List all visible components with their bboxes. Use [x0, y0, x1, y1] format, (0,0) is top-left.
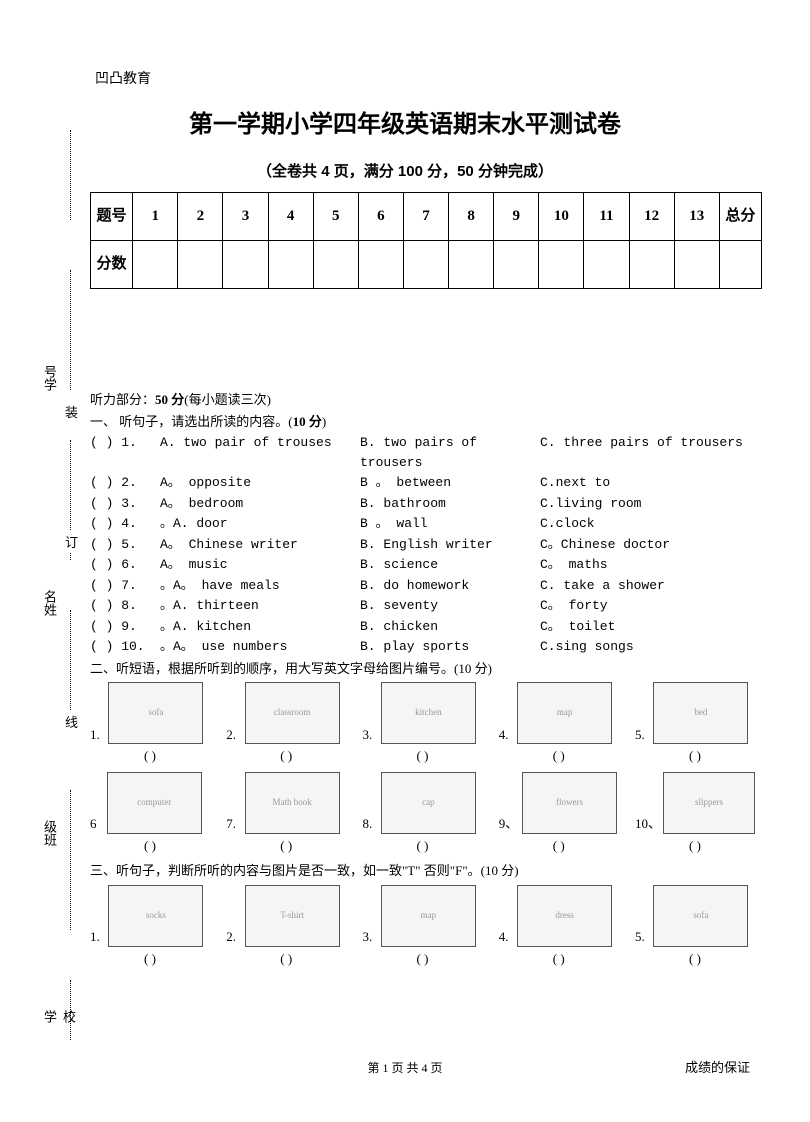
image-item: 2.T-shirt [226, 885, 346, 947]
margin-label-school: 校学 [40, 1010, 78, 1030]
margin-char-xian: 线 [65, 710, 78, 733]
section3-images-row: 1.socks 2.T-shirt 3.map 4.dress 5.sofa [90, 885, 755, 947]
image-placeholder: cap [381, 772, 476, 834]
image-placeholder: map [517, 682, 612, 744]
answer-paren: ( ) [363, 836, 483, 856]
question-row: ( ) 1.A. two pair of trousesB. two pairs… [90, 433, 755, 472]
image-placeholder: kitchen [381, 682, 476, 744]
image-item: 1.socks [90, 885, 210, 947]
section2-images-row1: 1.sofa 2.classroom 3.kitchen 4.map 5.bed [90, 682, 755, 744]
page-subtitle: （全卷共 4 页，满分 100 分，50 分钟完成） [0, 160, 810, 181]
section3-parens-row: ( ) ( ) ( ) ( ) ( ) [90, 949, 755, 969]
image-placeholder: slippers [663, 772, 755, 834]
image-placeholder: T-shirt [245, 885, 340, 947]
brand-header: 凹凸教育 [95, 68, 151, 88]
question-row: ( ) 7.。A。 have mealsB. do homeworkC. tak… [90, 576, 755, 596]
image-item: 4.map [499, 682, 619, 744]
image-item: 3.map [363, 885, 483, 947]
image-placeholder: Math book [245, 772, 340, 834]
answer-paren: ( ) [635, 836, 755, 856]
margin-label-class: 级班 [40, 820, 59, 846]
image-item: 7.Math book [226, 772, 346, 834]
image-item: 5.bed [635, 682, 755, 744]
page-title: 第一学期小学四年级英语期末水平测试卷 [0, 104, 810, 139]
answer-paren: ( ) [363, 949, 483, 969]
image-item: 2.classroom [226, 682, 346, 744]
image-item: 6computer [90, 772, 210, 834]
answer-paren: ( ) [499, 949, 619, 969]
answer-paren: ( ) [226, 949, 346, 969]
question-row: ( ) 5.A。 Chinese writerB. English writer… [90, 535, 755, 555]
question-row: ( ) 2.A。 oppositeB 。 betweenC.next to [90, 473, 755, 493]
row-head-score: 分数 [91, 241, 133, 289]
image-item: 10、slippers [635, 772, 755, 834]
question-row: ( ) 6.A。 musicB. scienceC。 maths [90, 555, 755, 575]
image-item: 9、flowers [499, 772, 619, 834]
section2-parens-row2: ( ) ( ) ( ) ( ) ( ) [90, 836, 755, 856]
margin-label-student-id: 号学 [40, 365, 59, 391]
answer-paren: ( ) [90, 746, 210, 766]
answer-paren: ( ) [635, 949, 755, 969]
section1-questions: ( ) 1.A. two pair of trousesB. two pairs… [90, 433, 755, 657]
section2-parens-row1: ( ) ( ) ( ) ( ) ( ) [90, 746, 755, 766]
question-row: ( ) 8.。A. thirteenB. seventyC。 forty [90, 596, 755, 616]
image-placeholder: socks [108, 885, 203, 947]
margin-char-zhuang: 装 [65, 400, 78, 423]
image-placeholder: dress [517, 885, 612, 947]
image-item: 3.kitchen [363, 682, 483, 744]
row-head-question: 题号 [91, 193, 133, 241]
answer-paren: ( ) [226, 746, 346, 766]
image-placeholder: bed [653, 682, 748, 744]
section3-title: 三、听句子，判断所听的内容与图片是否一致，如一致"T" 否则"F"。(10 分) [90, 861, 755, 881]
score-table-header-row: 题号 1 2 3 4 5 6 7 8 9 10 11 12 13 总分 [91, 193, 762, 241]
answer-paren: ( ) [363, 746, 483, 766]
answer-paren: ( ) [90, 949, 210, 969]
answer-paren: ( ) [499, 746, 619, 766]
answer-paren: ( ) [90, 836, 210, 856]
score-table: 题号 1 2 3 4 5 6 7 8 9 10 11 12 13 总分 分数 [90, 192, 762, 289]
image-item: 8.cap [363, 772, 483, 834]
margin-label-name: 名姓 [40, 590, 59, 616]
row-head-total: 总分 [719, 193, 761, 241]
margin-char-ding: 订 [65, 530, 78, 553]
score-table-score-row: 分数 [91, 241, 762, 289]
listening-header: 听力部分：50 分(每小题读三次) [90, 390, 755, 410]
answer-paren: ( ) [499, 836, 619, 856]
image-placeholder: sofa [653, 885, 748, 947]
main-content: 听力部分：50 分(每小题读三次) 一、 听句子，请选出所读的内容。(10 分)… [90, 390, 755, 974]
binding-margin: 号学 名姓 级班 校学 装 订 线 [30, 130, 80, 1030]
image-placeholder: sofa [108, 682, 203, 744]
image-item: 4.dress [499, 885, 619, 947]
section2-images-row2: 6computer 7.Math book 8.cap 9、flowers 10、sli… [90, 772, 755, 834]
question-row: ( ) 10.。A。 use numbersB. play sportsC.si… [90, 637, 755, 657]
image-placeholder: computer [107, 772, 202, 834]
question-row: ( ) 4.。A. doorB 。 wallC.clock [90, 514, 755, 534]
section1-title: 一、 听句子，请选出所读的内容。(10 分) [90, 412, 755, 432]
question-row: ( ) 9.。A. kitchenB. chickenC。 toilet [90, 617, 755, 637]
image-placeholder: flowers [522, 772, 617, 834]
image-item: 5.sofa [635, 885, 755, 947]
image-placeholder: classroom [245, 682, 340, 744]
question-row: ( ) 3.A。 bedroomB. bathroomC.living room [90, 494, 755, 514]
answer-paren: ( ) [226, 836, 346, 856]
answer-paren: ( ) [635, 746, 755, 766]
image-item: 1.sofa [90, 682, 210, 744]
section2-title: 二、听短语，根据所听到的顺序，用大写英文字母给图片编号。(10 分) [90, 659, 755, 679]
image-placeholder: map [381, 885, 476, 947]
footer-right: 成绩的保证 [685, 1057, 750, 1076]
